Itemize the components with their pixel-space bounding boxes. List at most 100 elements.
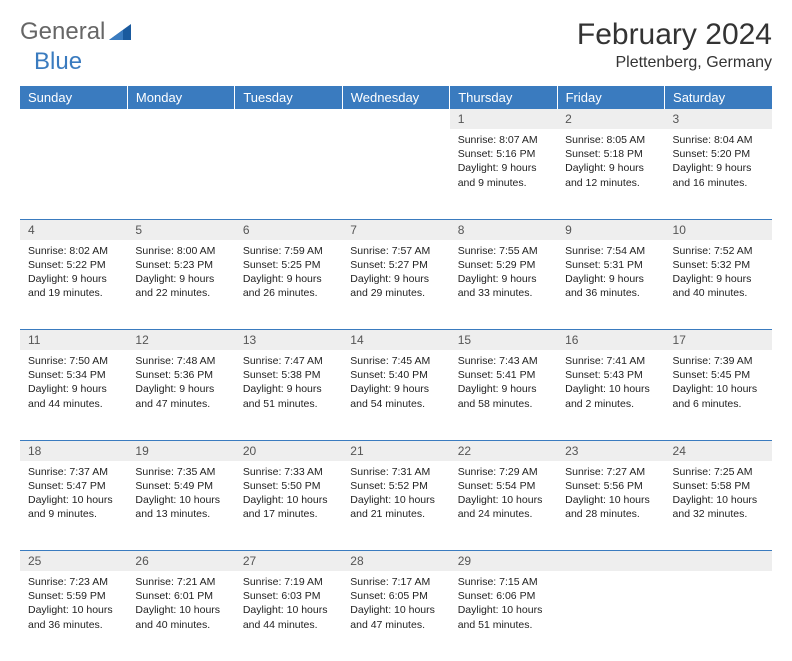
day-details: Sunrise: 7:31 AMSunset: 5:52 PMDaylight:…	[342, 461, 449, 528]
location: Plettenberg, Germany	[577, 54, 772, 72]
logo-text-blue: Blue	[34, 48, 82, 75]
header: General February 2024 Plettenberg, Germa…	[20, 18, 772, 72]
month-title: February 2024	[577, 18, 772, 52]
day-content-cell: Sunrise: 7:41 AMSunset: 5:43 PMDaylight:…	[557, 350, 664, 440]
day-content-cell: Sunrise: 7:55 AMSunset: 5:29 PMDaylight:…	[450, 240, 557, 330]
day-details: Sunrise: 7:37 AMSunset: 5:47 PMDaylight:…	[20, 461, 127, 528]
day-number-cell: 11	[20, 330, 127, 351]
day-header: Sunday	[20, 86, 127, 109]
day-content-cell	[342, 129, 449, 219]
day-header: Monday	[127, 86, 234, 109]
day-details: Sunrise: 7:27 AMSunset: 5:56 PMDaylight:…	[557, 461, 664, 528]
day-details: Sunrise: 7:48 AMSunset: 5:36 PMDaylight:…	[127, 350, 234, 417]
day-content-cell: Sunrise: 8:02 AMSunset: 5:22 PMDaylight:…	[20, 240, 127, 330]
day-number-cell: 29	[450, 551, 557, 572]
day-content-cell: Sunrise: 8:05 AMSunset: 5:18 PMDaylight:…	[557, 129, 664, 219]
day-number-cell: 16	[557, 330, 664, 351]
calendar-body: 123Sunrise: 8:07 AMSunset: 5:16 PMDaylig…	[20, 109, 772, 661]
logo-triangle-icon	[107, 22, 133, 42]
day-content-cell: Sunrise: 7:37 AMSunset: 5:47 PMDaylight:…	[20, 461, 127, 551]
day-content-cell	[20, 129, 127, 219]
day-details: Sunrise: 7:55 AMSunset: 5:29 PMDaylight:…	[450, 240, 557, 307]
day-details: Sunrise: 7:25 AMSunset: 5:58 PMDaylight:…	[665, 461, 772, 528]
day-number-cell: 5	[127, 219, 234, 240]
day-details: Sunrise: 7:35 AMSunset: 5:49 PMDaylight:…	[127, 461, 234, 528]
day-content-cell	[127, 129, 234, 219]
content-row: Sunrise: 7:23 AMSunset: 5:59 PMDaylight:…	[20, 571, 772, 661]
day-details: Sunrise: 7:52 AMSunset: 5:32 PMDaylight:…	[665, 240, 772, 307]
content-row: Sunrise: 7:37 AMSunset: 5:47 PMDaylight:…	[20, 461, 772, 551]
day-details: Sunrise: 7:15 AMSunset: 6:06 PMDaylight:…	[450, 571, 557, 638]
logo-text-general: General	[20, 18, 105, 46]
day-details: Sunrise: 8:00 AMSunset: 5:23 PMDaylight:…	[127, 240, 234, 307]
day-number-cell	[557, 551, 664, 572]
day-content-cell: Sunrise: 7:47 AMSunset: 5:38 PMDaylight:…	[235, 350, 342, 440]
day-number-cell	[665, 551, 772, 572]
daynum-row: 123	[20, 109, 772, 129]
day-number-cell: 12	[127, 330, 234, 351]
day-number-cell: 9	[557, 219, 664, 240]
day-details: Sunrise: 7:54 AMSunset: 5:31 PMDaylight:…	[557, 240, 664, 307]
day-content-cell	[665, 571, 772, 661]
daynum-row: 11121314151617	[20, 330, 772, 351]
day-number-cell: 18	[20, 440, 127, 461]
day-number-cell: 28	[342, 551, 449, 572]
day-header: Wednesday	[342, 86, 449, 109]
day-number-cell: 3	[665, 109, 772, 129]
day-content-cell: Sunrise: 7:33 AMSunset: 5:50 PMDaylight:…	[235, 461, 342, 551]
day-content-cell: Sunrise: 7:19 AMSunset: 6:03 PMDaylight:…	[235, 571, 342, 661]
day-header: Thursday	[450, 86, 557, 109]
day-number-cell: 26	[127, 551, 234, 572]
day-content-cell: Sunrise: 7:15 AMSunset: 6:06 PMDaylight:…	[450, 571, 557, 661]
day-content-cell: Sunrise: 7:52 AMSunset: 5:32 PMDaylight:…	[665, 240, 772, 330]
day-details: Sunrise: 7:43 AMSunset: 5:41 PMDaylight:…	[450, 350, 557, 417]
day-content-cell: Sunrise: 8:04 AMSunset: 5:20 PMDaylight:…	[665, 129, 772, 219]
day-number-cell: 15	[450, 330, 557, 351]
day-content-cell: Sunrise: 7:48 AMSunset: 5:36 PMDaylight:…	[127, 350, 234, 440]
day-content-cell: Sunrise: 7:25 AMSunset: 5:58 PMDaylight:…	[665, 461, 772, 551]
title-block: February 2024 Plettenberg, Germany	[577, 18, 772, 72]
day-number-cell: 19	[127, 440, 234, 461]
day-number-cell: 17	[665, 330, 772, 351]
day-details: Sunrise: 7:39 AMSunset: 5:45 PMDaylight:…	[665, 350, 772, 417]
content-row: Sunrise: 8:07 AMSunset: 5:16 PMDaylight:…	[20, 129, 772, 219]
day-number-cell: 13	[235, 330, 342, 351]
calendar: Sunday Monday Tuesday Wednesday Thursday…	[20, 86, 772, 661]
day-number-cell: 23	[557, 440, 664, 461]
daynum-row: 18192021222324	[20, 440, 772, 461]
day-number-cell	[342, 109, 449, 129]
content-row: Sunrise: 8:02 AMSunset: 5:22 PMDaylight:…	[20, 240, 772, 330]
day-details: Sunrise: 7:33 AMSunset: 5:50 PMDaylight:…	[235, 461, 342, 528]
day-number-cell: 27	[235, 551, 342, 572]
day-content-cell: Sunrise: 7:39 AMSunset: 5:45 PMDaylight:…	[665, 350, 772, 440]
daynum-row: 45678910	[20, 219, 772, 240]
day-details: Sunrise: 8:02 AMSunset: 5:22 PMDaylight:…	[20, 240, 127, 307]
day-details: Sunrise: 7:45 AMSunset: 5:40 PMDaylight:…	[342, 350, 449, 417]
day-content-cell: Sunrise: 7:57 AMSunset: 5:27 PMDaylight:…	[342, 240, 449, 330]
day-details: Sunrise: 7:19 AMSunset: 6:03 PMDaylight:…	[235, 571, 342, 638]
day-details: Sunrise: 7:59 AMSunset: 5:25 PMDaylight:…	[235, 240, 342, 307]
day-header-row: Sunday Monday Tuesday Wednesday Thursday…	[20, 86, 772, 109]
day-content-cell: Sunrise: 7:31 AMSunset: 5:52 PMDaylight:…	[342, 461, 449, 551]
day-content-cell: Sunrise: 7:23 AMSunset: 5:59 PMDaylight:…	[20, 571, 127, 661]
day-number-cell	[235, 109, 342, 129]
day-details: Sunrise: 8:07 AMSunset: 5:16 PMDaylight:…	[450, 129, 557, 196]
day-content-cell: Sunrise: 7:59 AMSunset: 5:25 PMDaylight:…	[235, 240, 342, 330]
daynum-row: 2526272829	[20, 551, 772, 572]
day-content-cell: Sunrise: 7:45 AMSunset: 5:40 PMDaylight:…	[342, 350, 449, 440]
content-row: Sunrise: 7:50 AMSunset: 5:34 PMDaylight:…	[20, 350, 772, 440]
day-header: Friday	[557, 86, 664, 109]
day-content-cell	[557, 571, 664, 661]
day-number-cell	[20, 109, 127, 129]
day-details: Sunrise: 7:17 AMSunset: 6:05 PMDaylight:…	[342, 571, 449, 638]
day-header: Saturday	[665, 86, 772, 109]
day-number-cell: 22	[450, 440, 557, 461]
day-content-cell: Sunrise: 7:29 AMSunset: 5:54 PMDaylight:…	[450, 461, 557, 551]
day-content-cell: Sunrise: 8:07 AMSunset: 5:16 PMDaylight:…	[450, 129, 557, 219]
day-number-cell: 4	[20, 219, 127, 240]
day-content-cell: Sunrise: 7:50 AMSunset: 5:34 PMDaylight:…	[20, 350, 127, 440]
logo: General	[20, 18, 135, 46]
day-number-cell: 21	[342, 440, 449, 461]
day-number-cell: 24	[665, 440, 772, 461]
day-number-cell: 7	[342, 219, 449, 240]
